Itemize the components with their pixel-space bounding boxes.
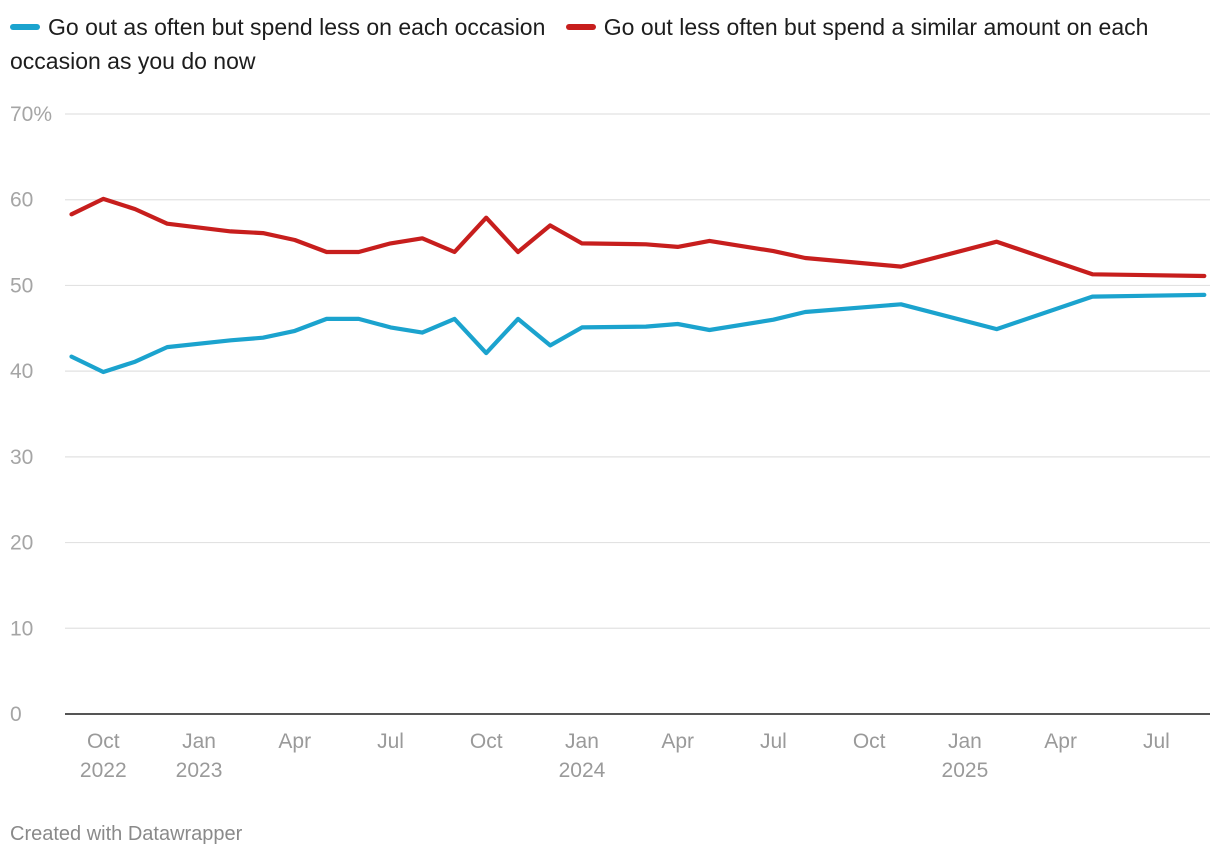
x-tick-year-label: 2025 (942, 759, 989, 782)
x-axis-labels: Oct 2022 Jan 2023 Apr Jul Oct Jan 2024 Apr Jul Oct J… (80, 730, 1170, 782)
y-tick-label-50: 50 (10, 274, 33, 297)
x-tick-label: Jan (948, 730, 982, 753)
legend-item-spend-less: Go out as often but spend less on each o… (10, 14, 545, 40)
x-tick-label: Jan (182, 730, 216, 753)
x-tick-label: Jan (565, 730, 599, 753)
x-tick-label: Apr (661, 730, 694, 753)
y-tick-label-0: 0 (10, 703, 22, 726)
series-line-go-out-less (69, 196, 1207, 279)
x-tick-label: Oct (470, 730, 503, 753)
y-tick-label-60: 60 (10, 189, 33, 212)
x-tick-label: Jul (377, 730, 404, 753)
x-tick-label: Oct (853, 730, 886, 753)
y-tick-label-30: 30 (10, 446, 33, 469)
legend-swatch-blue (10, 23, 40, 30)
x-tick-label: Jul (760, 730, 787, 753)
x-tick-year-label: 2024 (559, 759, 606, 782)
series-points-1 (71, 198, 1205, 277)
legend-label-spend-less: Go out as often but spend less on each o… (48, 14, 546, 40)
credit-text: Created with Datawrapper (10, 823, 243, 845)
legend-label-go-out-less: Go out less often but spend a similar am… (10, 14, 1149, 74)
y-tick-label-20: 20 (10, 532, 33, 555)
x-tick-label: Oct (87, 730, 120, 753)
y-axis-labels: 0 10 20 30 40 50 60 70% (10, 103, 52, 726)
series-points-0 (71, 294, 1205, 373)
x-tick-label: Apr (1044, 730, 1077, 753)
x-tick-label: Apr (278, 730, 311, 753)
y-tick-label-40: 40 (10, 360, 33, 383)
gridlines (65, 113, 1210, 629)
legend-item-go-out-less: Go out less often but spend a similar am… (10, 14, 1148, 74)
y-tick-label-70: 70% (10, 103, 52, 126)
x-tick-year-label: 2023 (176, 759, 223, 782)
legend-swatch-red (565, 23, 596, 30)
x-tick-year-label: 2022 (80, 759, 127, 782)
chart-legend: Go out as often but spend less on each o… (10, 10, 1210, 78)
series-line-spend-less (69, 292, 1207, 375)
x-tick-label: Jul (1143, 730, 1170, 753)
y-tick-label-10: 10 (10, 617, 33, 640)
